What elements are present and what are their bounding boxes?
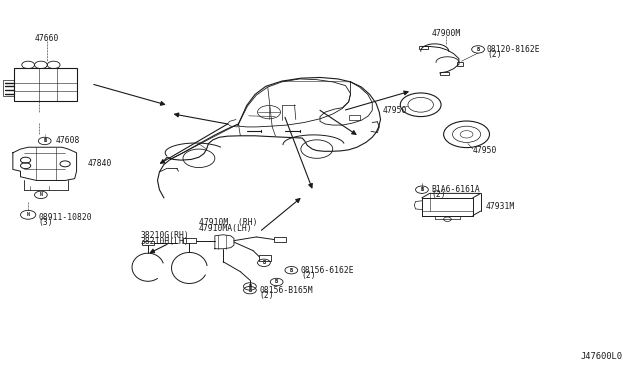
Bar xyxy=(457,62,463,66)
Text: 47931M: 47931M xyxy=(486,202,515,211)
Text: N: N xyxy=(27,212,29,217)
Text: 47950: 47950 xyxy=(473,147,497,155)
Text: 08156-6162E: 08156-6162E xyxy=(301,266,355,275)
Text: B: B xyxy=(275,279,278,285)
Text: (2): (2) xyxy=(301,271,316,280)
Bar xyxy=(440,71,449,75)
Text: 47910M  (RH): 47910M (RH) xyxy=(199,218,257,227)
Text: 47950: 47950 xyxy=(383,106,408,115)
Text: B1A6-6161A: B1A6-6161A xyxy=(431,185,480,194)
Text: 08911-10820: 08911-10820 xyxy=(38,213,92,222)
Text: 38210G(RH): 38210G(RH) xyxy=(140,231,189,240)
Bar xyxy=(419,46,428,49)
Text: 47910MA(LH): 47910MA(LH) xyxy=(199,224,253,232)
Bar xyxy=(183,238,196,243)
Text: 08156-B165M: 08156-B165M xyxy=(259,286,313,295)
Text: 47900M: 47900M xyxy=(431,29,461,38)
Bar xyxy=(259,256,271,260)
Text: B: B xyxy=(248,288,252,293)
Text: 38210H(LH): 38210H(LH) xyxy=(140,237,189,246)
Text: B: B xyxy=(476,47,479,52)
Text: B: B xyxy=(43,138,46,144)
Bar xyxy=(141,241,154,245)
Bar xyxy=(274,237,285,242)
Text: B: B xyxy=(248,284,252,289)
Bar xyxy=(14,68,77,101)
Text: 47660: 47660 xyxy=(35,34,60,43)
Text: B: B xyxy=(290,268,293,273)
Text: B: B xyxy=(262,260,266,265)
Text: (2): (2) xyxy=(431,190,446,199)
Text: (2): (2) xyxy=(259,291,274,300)
Bar xyxy=(3,80,14,96)
Text: N: N xyxy=(39,192,42,198)
Text: (3): (3) xyxy=(38,218,53,227)
Text: 47608: 47608 xyxy=(56,137,80,145)
Text: B: B xyxy=(420,187,424,192)
Text: (2): (2) xyxy=(487,50,502,59)
Text: 47840: 47840 xyxy=(88,159,112,169)
Bar xyxy=(349,115,360,119)
Text: 08120-8162E: 08120-8162E xyxy=(487,45,541,54)
Text: J47600L0: J47600L0 xyxy=(580,352,623,361)
